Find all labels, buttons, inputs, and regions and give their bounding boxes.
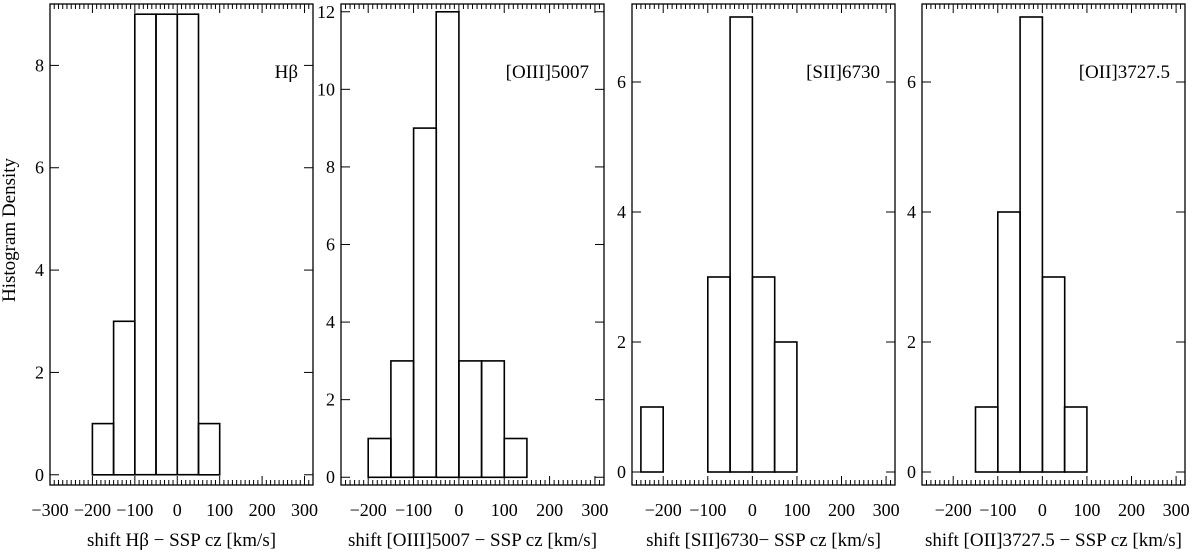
histogram-bar: [1041, 276, 1066, 473]
histogram-bar: [134, 13, 157, 476]
y-tick-label: 10: [317, 79, 335, 99]
y-tick-label: 4: [907, 202, 916, 222]
y-tick-label: 6: [617, 72, 626, 92]
x-tick-label: 200: [828, 500, 855, 520]
histogram-bar: [458, 360, 483, 479]
x-tick-label: 300: [873, 500, 900, 520]
y-tick-label: 2: [326, 390, 335, 410]
x-tick-label: −200: [74, 500, 111, 520]
histogram-bar: [176, 13, 200, 476]
histogram-bar: [503, 437, 528, 479]
panel-annotation: [OIII]5007: [506, 62, 589, 83]
panel-annotation: [SII]6730: [806, 62, 880, 83]
histogram-bar: [640, 406, 665, 473]
y-tick-label: 0: [35, 465, 44, 485]
histogram-bar: [91, 422, 115, 476]
x-tick-label: −200: [645, 500, 682, 520]
y-tick-label: 6: [907, 72, 916, 92]
histogram-bar: [197, 422, 221, 476]
axes-frame: [49, 3, 314, 486]
histogram-bar: [155, 13, 179, 476]
panel-annotation: [OII]3727.5: [1079, 62, 1170, 83]
x-tick-label: 300: [291, 500, 318, 520]
y-tick-label: 2: [907, 332, 916, 352]
histogram-bar: [112, 320, 136, 476]
x-tick-label: 100: [206, 500, 233, 520]
x-axis-label: shift [OII]3727.5 − SSP cz [km/s]: [925, 530, 1182, 551]
x-tick-label: −100: [116, 500, 153, 520]
x-tick-label: 200: [1118, 500, 1145, 520]
x-tick-label: 0: [454, 500, 463, 520]
x-tick-label: 300: [581, 500, 608, 520]
y-tick-label: 0: [907, 462, 916, 482]
histogram-panel-2: −200 −100 0 100 200 300 0 2 4 6 8 10 12 [OIII]5007 shi…: [317, 2, 608, 551]
histogram-bar: [480, 360, 506, 479]
y-tick-label: 8: [35, 55, 44, 75]
panel-annotation: Hβ: [275, 62, 298, 83]
histogram-bar: [412, 127, 438, 479]
histogram-panel-4: −200 −100 0 100 200 300 0 2 4 6 [OII]3727.5 shift […: [907, 3, 1190, 551]
x-tick-label: 100: [491, 500, 518, 520]
y-tick-label: 4: [326, 312, 335, 332]
histogram-panel-3: −200 −100 0 100 200 300 0 2 4 6 [SII]6730 shift [SI…: [617, 3, 900, 551]
x-tick-label: 100: [1073, 500, 1100, 520]
histogram-bar: [751, 276, 776, 473]
y-tick-label: 8: [326, 157, 335, 177]
x-axis-label: shift [SII]6730− SSP cz [km/s]: [646, 530, 881, 551]
x-axis-label: shift [OIII]5007 − SSP cz [km/s]: [348, 530, 597, 551]
histogram-bar: [435, 11, 460, 479]
x-tick-label: 0: [1038, 500, 1047, 520]
histogram-bar: [974, 406, 999, 473]
y-tick-label: 4: [35, 260, 44, 280]
y-tick-label: 2: [617, 332, 626, 352]
x-tick-label: −200: [935, 500, 972, 520]
x-axis-label: shift Hβ − SSP cz [km/s]: [87, 530, 276, 551]
histogram-bar: [367, 437, 392, 479]
histogram-bar: [729, 16, 754, 473]
histogram-bar: [390, 360, 415, 479]
y-tick-label: 12: [317, 2, 335, 22]
histogram-bar: [1019, 16, 1044, 473]
y-tick-label: 4: [617, 202, 626, 222]
x-tick-label: 100: [783, 500, 810, 520]
histogram-panel-1: −300 −200 −100 0 100 200 300 0 2 4 6 8 Hβ shift Hβ − …: [31, 3, 318, 551]
histogram-bar: [773, 341, 798, 473]
x-tick-label: 0: [748, 500, 757, 520]
histogram-bar: [1063, 406, 1088, 473]
y-tick-label: 0: [617, 462, 626, 482]
x-tick-label: −100: [979, 500, 1016, 520]
x-tick-label: −200: [350, 500, 387, 520]
x-tick-label: 300: [1163, 500, 1190, 520]
x-tick-label: 0: [173, 500, 182, 520]
axes-frame: [921, 3, 1186, 486]
y-tick-label: 6: [35, 158, 44, 178]
x-tick-label: 200: [536, 500, 563, 520]
x-tick-label: −100: [395, 500, 432, 520]
histogram-bar: [996, 211, 1021, 473]
x-tick-label: 200: [249, 500, 276, 520]
histogram-bar: [706, 276, 731, 473]
y-tick-label: 6: [326, 235, 335, 255]
x-tick-label: −100: [689, 500, 726, 520]
y-axis-label: Histogram Density: [0, 157, 20, 302]
axes-frame: [631, 3, 896, 486]
y-tick-label: 2: [35, 362, 44, 382]
x-tick-label: −300: [31, 500, 68, 520]
y-tick-label: 0: [326, 467, 335, 487]
